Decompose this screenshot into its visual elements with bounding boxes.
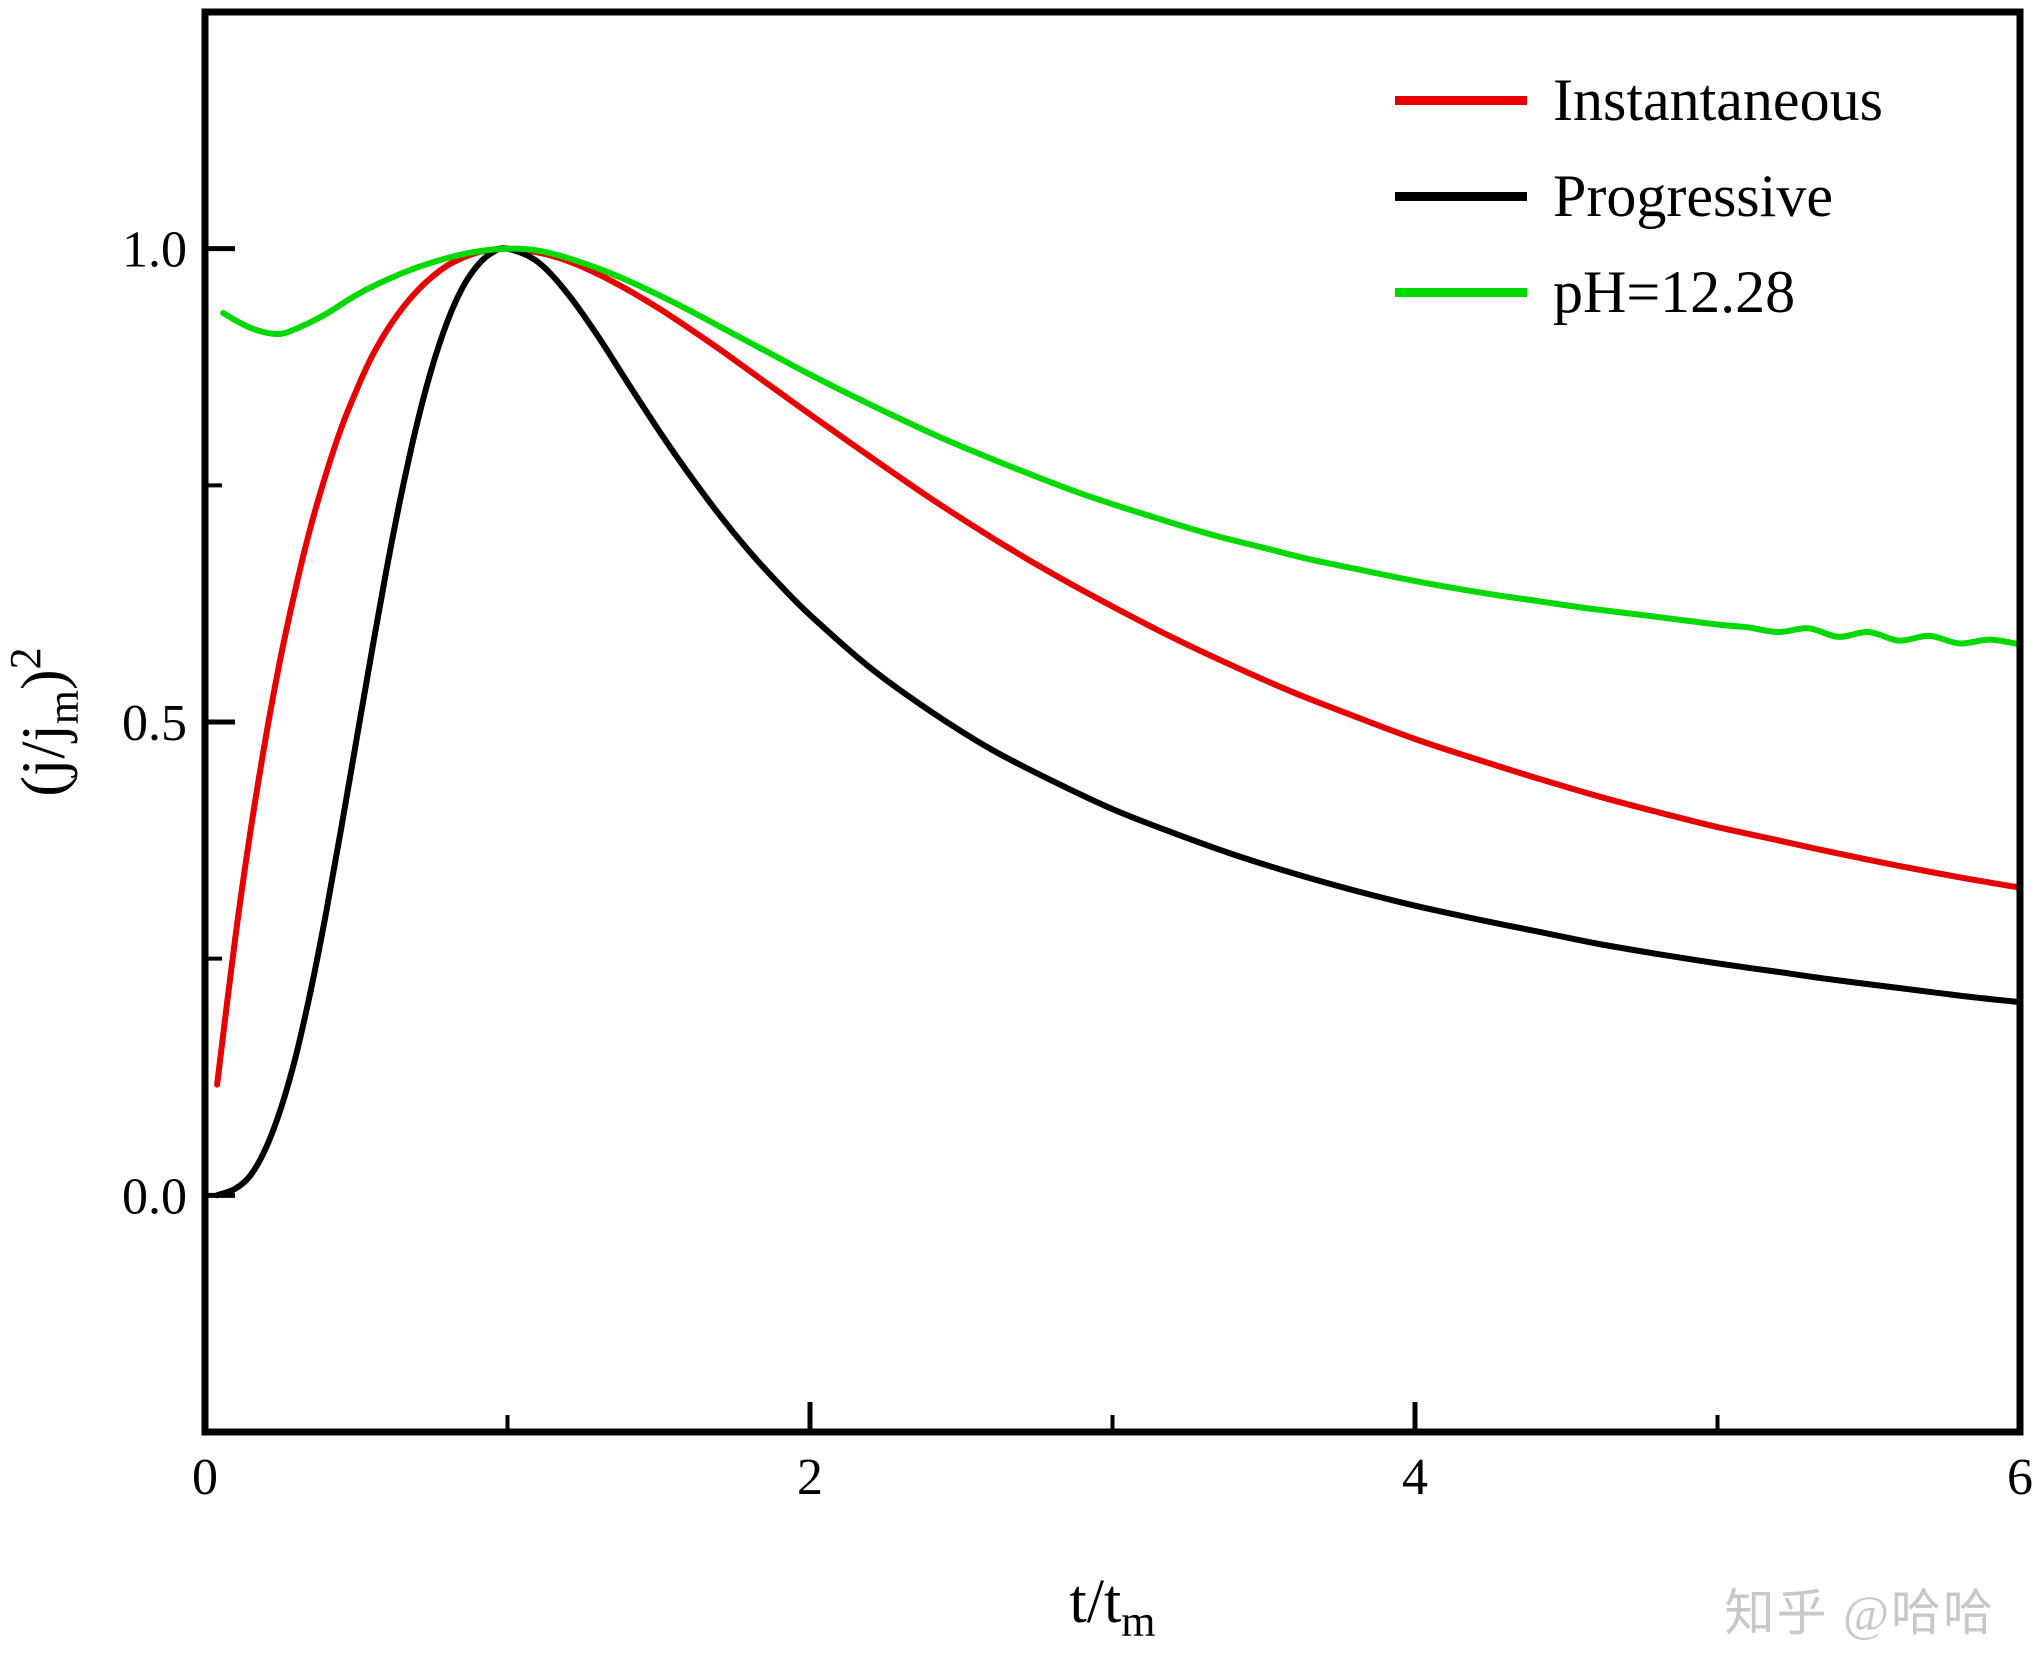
legend-line-instantaneous-icon xyxy=(1395,95,1527,105)
curve-ph-12-28 xyxy=(220,245,2020,648)
x-tick-label: 2 xyxy=(797,1449,823,1506)
legend-label-progressive: Progressive xyxy=(1553,163,1833,229)
curve-progressive xyxy=(214,245,2020,1199)
legend-item-instantaneous: Instantaneous xyxy=(1395,52,1883,148)
y-tick-label: 1.0 xyxy=(122,222,187,279)
curve-instantaneous xyxy=(214,245,2020,1088)
y-tick-label: 0.0 xyxy=(122,1168,187,1225)
legend-item-ph: pH=12.28 xyxy=(1395,244,1883,340)
legend-line-progressive-icon xyxy=(1395,191,1527,201)
legend-label-instantaneous: Instantaneous xyxy=(1553,67,1883,133)
y-tick-label: 0.5 xyxy=(122,695,187,752)
x-tick-label: 4 xyxy=(1402,1449,1428,1506)
y-axis-label: (j/jm)2 xyxy=(1,647,88,796)
x-tick-label: 0 xyxy=(192,1449,218,1506)
legend-line-ph-icon xyxy=(1395,287,1527,297)
legend-item-progressive: Progressive xyxy=(1395,148,1883,244)
watermark: 知乎 @哈哈 xyxy=(1724,1585,1995,1641)
x-axis-label: t/tm xyxy=(1070,1568,1156,1646)
legend-label-ph: pH=12.28 xyxy=(1553,259,1796,325)
x-tick-label: 6 xyxy=(2007,1449,2033,1506)
legend: Instantaneous Progressive pH=12.28 xyxy=(1395,52,1883,340)
